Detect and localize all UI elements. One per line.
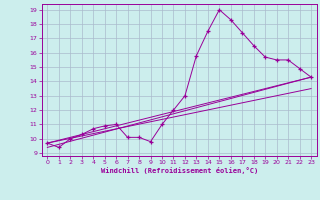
X-axis label: Windchill (Refroidissement éolien,°C): Windchill (Refroidissement éolien,°C): [100, 167, 258, 174]
